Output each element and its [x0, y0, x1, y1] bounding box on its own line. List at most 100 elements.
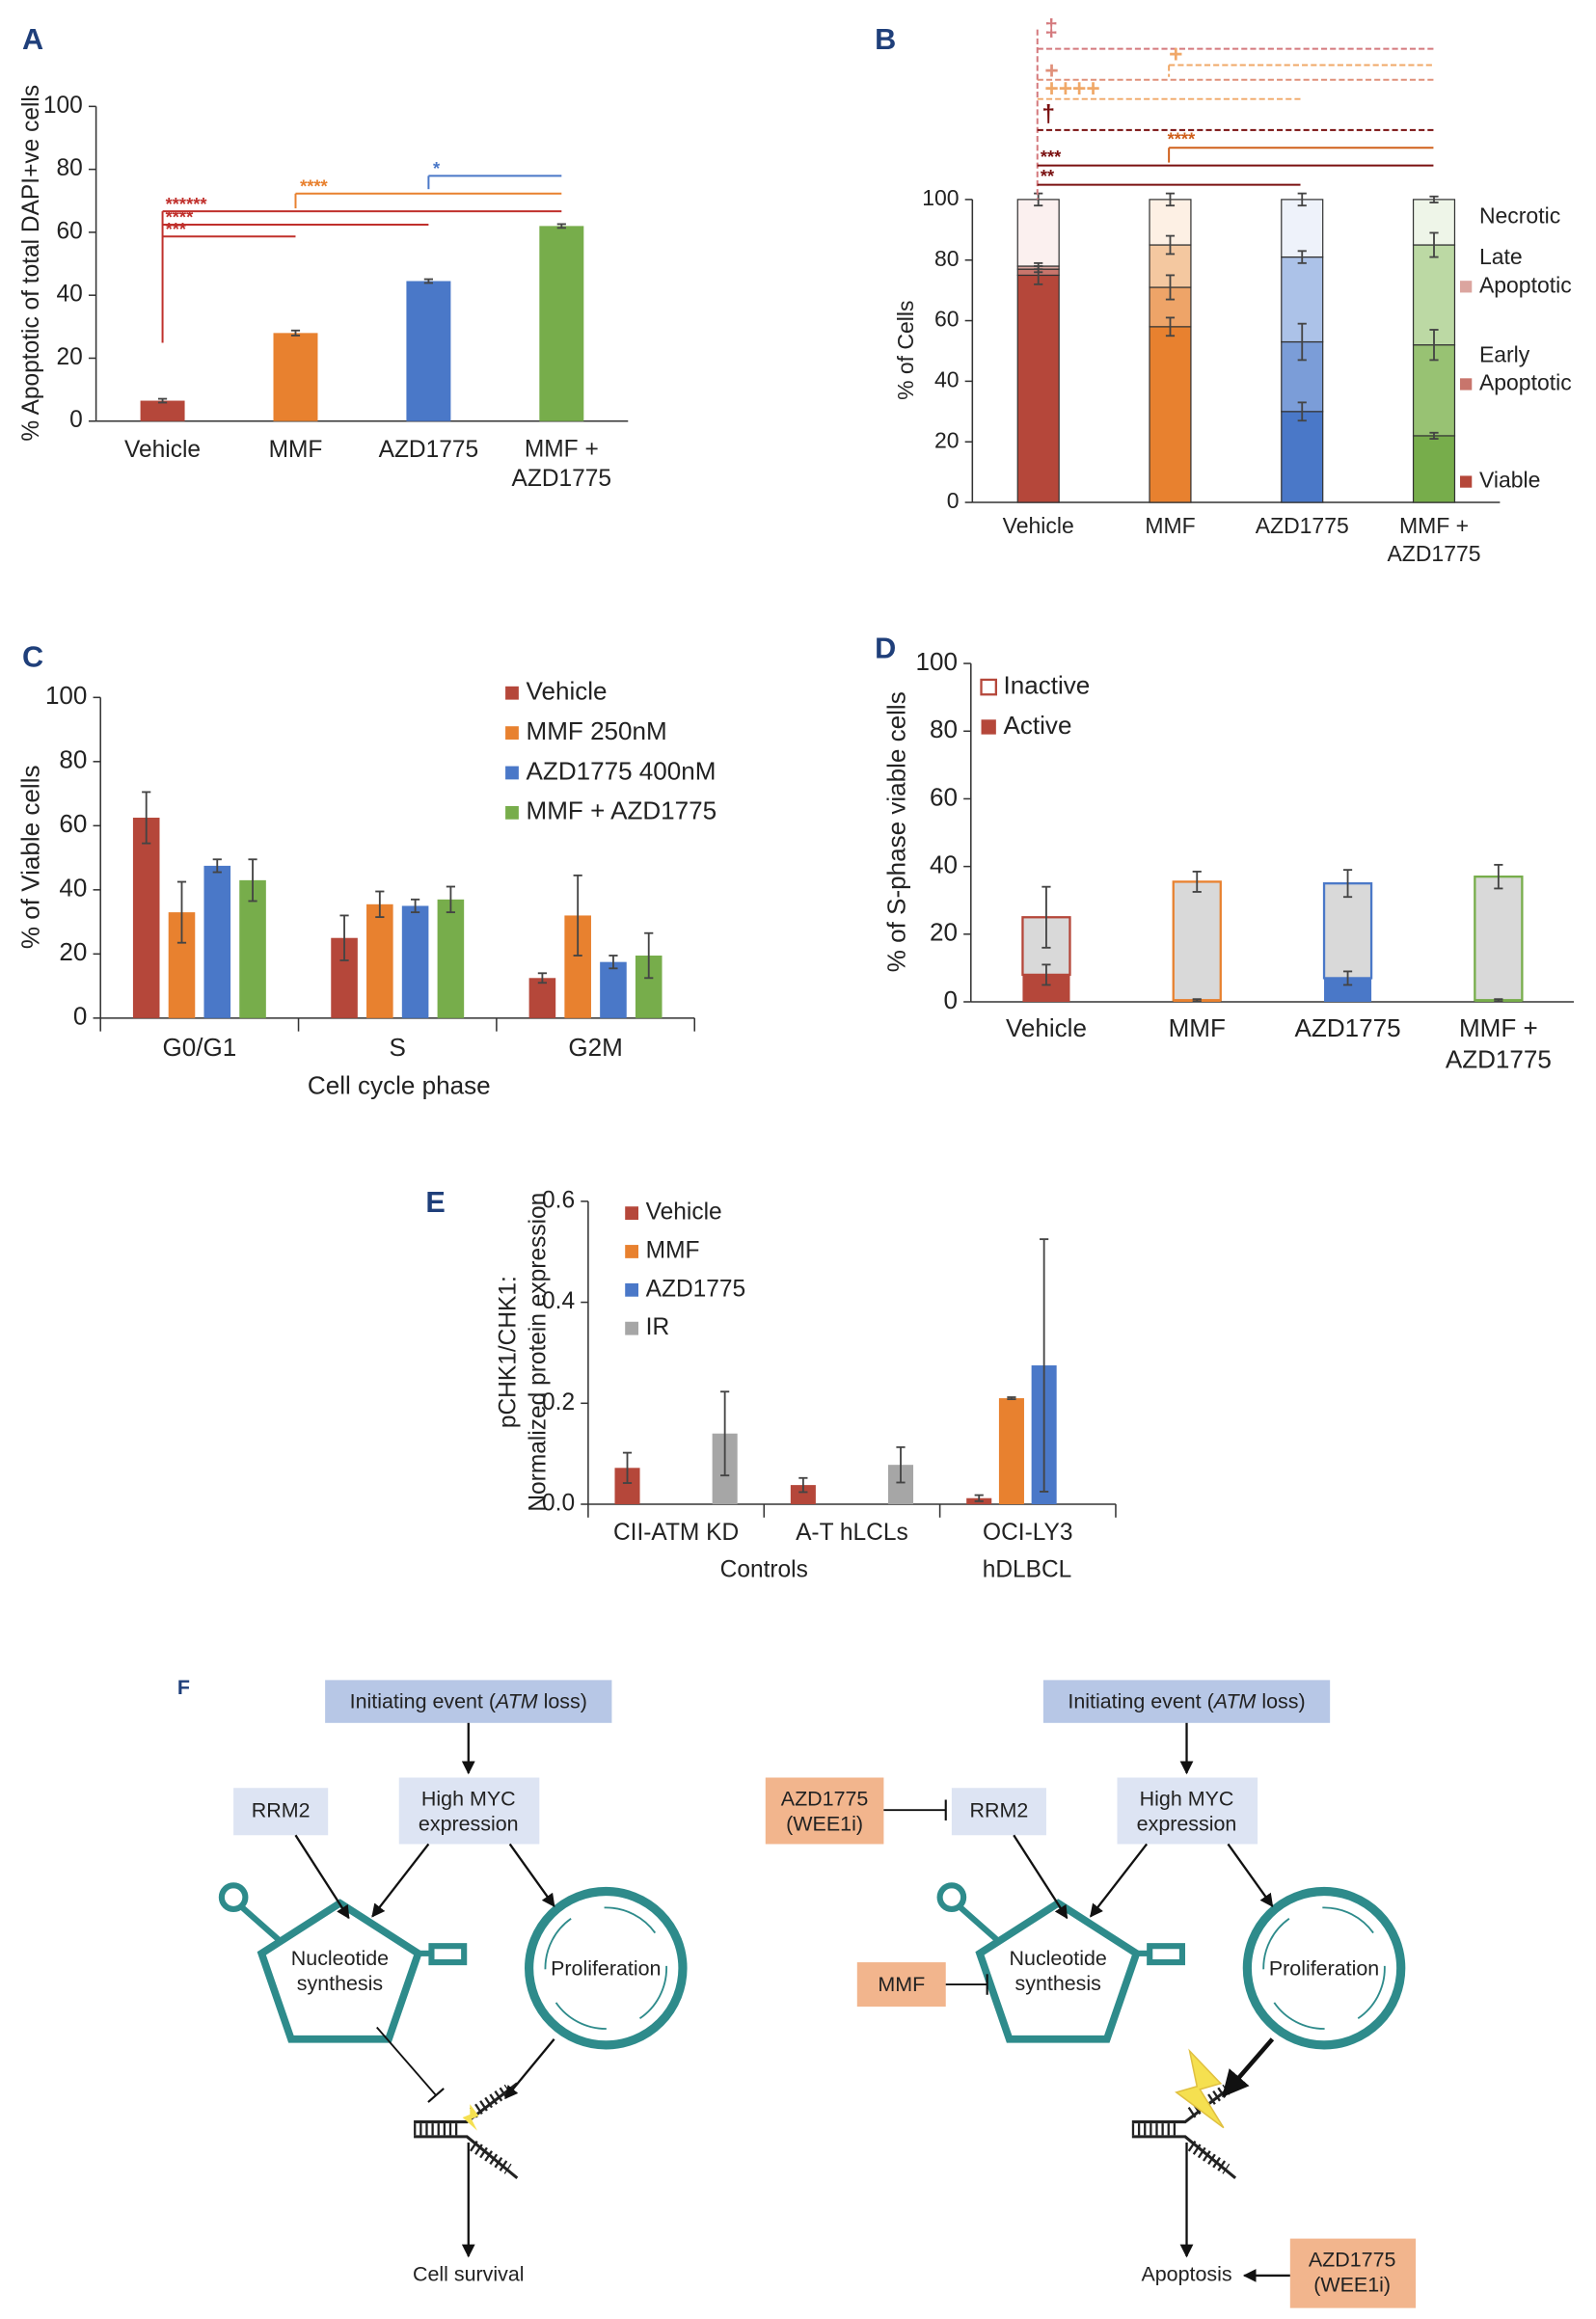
legend-swatch — [505, 686, 519, 700]
arrow — [1227, 1843, 1274, 1907]
y-axis-label: % of Viable cells — [16, 765, 45, 949]
outcome-label: Apoptosis — [1141, 2263, 1231, 2286]
event-part: Initiating event ( — [350, 1689, 497, 1712]
bar — [998, 1398, 1024, 1505]
arrow — [1013, 1834, 1069, 1920]
pentagon — [257, 1899, 423, 2043]
y-tick-label: 100 — [43, 93, 83, 119]
bar-segment — [1016, 199, 1060, 267]
legend-swatch — [505, 726, 519, 740]
box — [951, 1788, 1046, 1836]
y-tick-label: 80 — [934, 246, 960, 271]
myc-label: High MYC expression — [419, 1787, 519, 1835]
significance-label: **** — [166, 207, 194, 228]
panel-label: B — [875, 23, 896, 56]
dna — [414, 2082, 519, 2179]
cycle — [525, 1886, 688, 2050]
arrow — [504, 2038, 555, 2100]
y-tick-label: 40 — [934, 366, 960, 391]
legend-label: Vehicle — [646, 1200, 722, 1226]
box — [398, 1777, 540, 1845]
bar-segment — [1322, 882, 1373, 980]
significance-label: ++++ — [1044, 76, 1099, 102]
x-axis-label: Cell cycle phase — [308, 1071, 491, 1100]
bar — [406, 281, 451, 421]
significance-label: *** — [166, 219, 187, 239]
significance-label: ** — [1041, 166, 1055, 186]
x-tick-label: Vehicle — [1003, 513, 1074, 538]
bar-segment — [1412, 435, 1456, 503]
bar-segment — [1281, 199, 1324, 258]
bar-segment — [1172, 880, 1222, 1002]
y-tick-label: 40 — [930, 849, 958, 878]
x-tick-label: AZD1775 — [1256, 513, 1349, 538]
x-tick-label: A-T hLCLs — [796, 1520, 908, 1546]
group-label: hDLBCL — [983, 1556, 1072, 1582]
legend-swatch — [505, 766, 519, 780]
legend-swatch — [1460, 475, 1473, 488]
bar — [273, 333, 318, 421]
y-tick-label: 60 — [934, 307, 960, 332]
x-tick-label: AZD1775 — [379, 437, 479, 463]
significance-label: + — [1044, 59, 1058, 85]
significance-label: * — [433, 158, 441, 178]
bar — [239, 879, 266, 1018]
legend-label: Vehicle — [527, 677, 608, 706]
arrow — [294, 1834, 350, 1920]
y-tick-label: 80 — [57, 155, 83, 181]
box — [765, 1777, 884, 1845]
stem — [959, 1905, 1001, 1944]
x-tick-label: G0/G1 — [163, 1033, 237, 1062]
y-tick-label: 0 — [73, 1002, 88, 1031]
legend-label: Late Apoptotic — [1479, 244, 1572, 297]
proliferation-label: Proliferation — [1269, 1956, 1379, 1980]
bar — [401, 905, 429, 1018]
y-tick-label: 100 — [916, 647, 958, 676]
bar — [790, 1485, 816, 1505]
significance-label: **** — [300, 175, 328, 196]
myc-label: High MYC expression — [1137, 1787, 1237, 1835]
legend-label: MMF — [646, 1237, 700, 1263]
box — [1117, 1777, 1258, 1845]
bar — [140, 400, 185, 421]
legend-swatch — [625, 1206, 638, 1221]
x-tick-label: CII-ATM KD — [613, 1520, 739, 1546]
box — [1289, 2238, 1417, 2308]
panel-label: D — [875, 632, 896, 664]
y-tick-label: 20 — [930, 918, 958, 947]
legend-label: Necrotic — [1479, 202, 1560, 228]
legend-label: AZD1775 — [646, 1276, 746, 1302]
bar — [600, 961, 627, 1018]
significance-label: † — [1041, 101, 1055, 127]
significance-label: + — [1169, 42, 1182, 68]
arrow — [1222, 2037, 1275, 2098]
rrm2-label: RRM2 — [970, 1798, 1029, 1821]
legend-swatch — [1460, 281, 1473, 293]
x-tick-label: MMF — [1169, 1013, 1226, 1042]
event-label: Initiating event (ATM loss) — [350, 1689, 587, 1712]
drug-label: AZD1775 (WEE1i) — [781, 1787, 869, 1835]
event-part: Initiating event ( — [1068, 1689, 1214, 1712]
legend-label: MMF 250nM — [527, 716, 667, 745]
legend-swatch — [625, 1245, 638, 1258]
x-tick-label: AZD1775 — [1295, 1013, 1401, 1042]
box — [233, 1788, 329, 1836]
dna — [1131, 2082, 1237, 2179]
legend-label: Active — [1004, 711, 1072, 740]
panel-label: C — [22, 641, 43, 674]
significance-label: ****** — [166, 194, 208, 214]
dna-rungs — [414, 2084, 512, 2174]
arrow — [371, 1843, 430, 1918]
lightning — [462, 2104, 479, 2131]
tail-box — [1147, 1943, 1185, 1966]
y-tick-label: 0 — [69, 407, 83, 433]
cycle-inner — [1262, 1906, 1386, 2030]
legend-swatch — [625, 1282, 638, 1297]
outcome-label: Cell survival — [413, 2263, 525, 2286]
y-tick-label: 40 — [57, 282, 83, 308]
box — [856, 1962, 946, 2008]
arrow — [1090, 1843, 1149, 1918]
